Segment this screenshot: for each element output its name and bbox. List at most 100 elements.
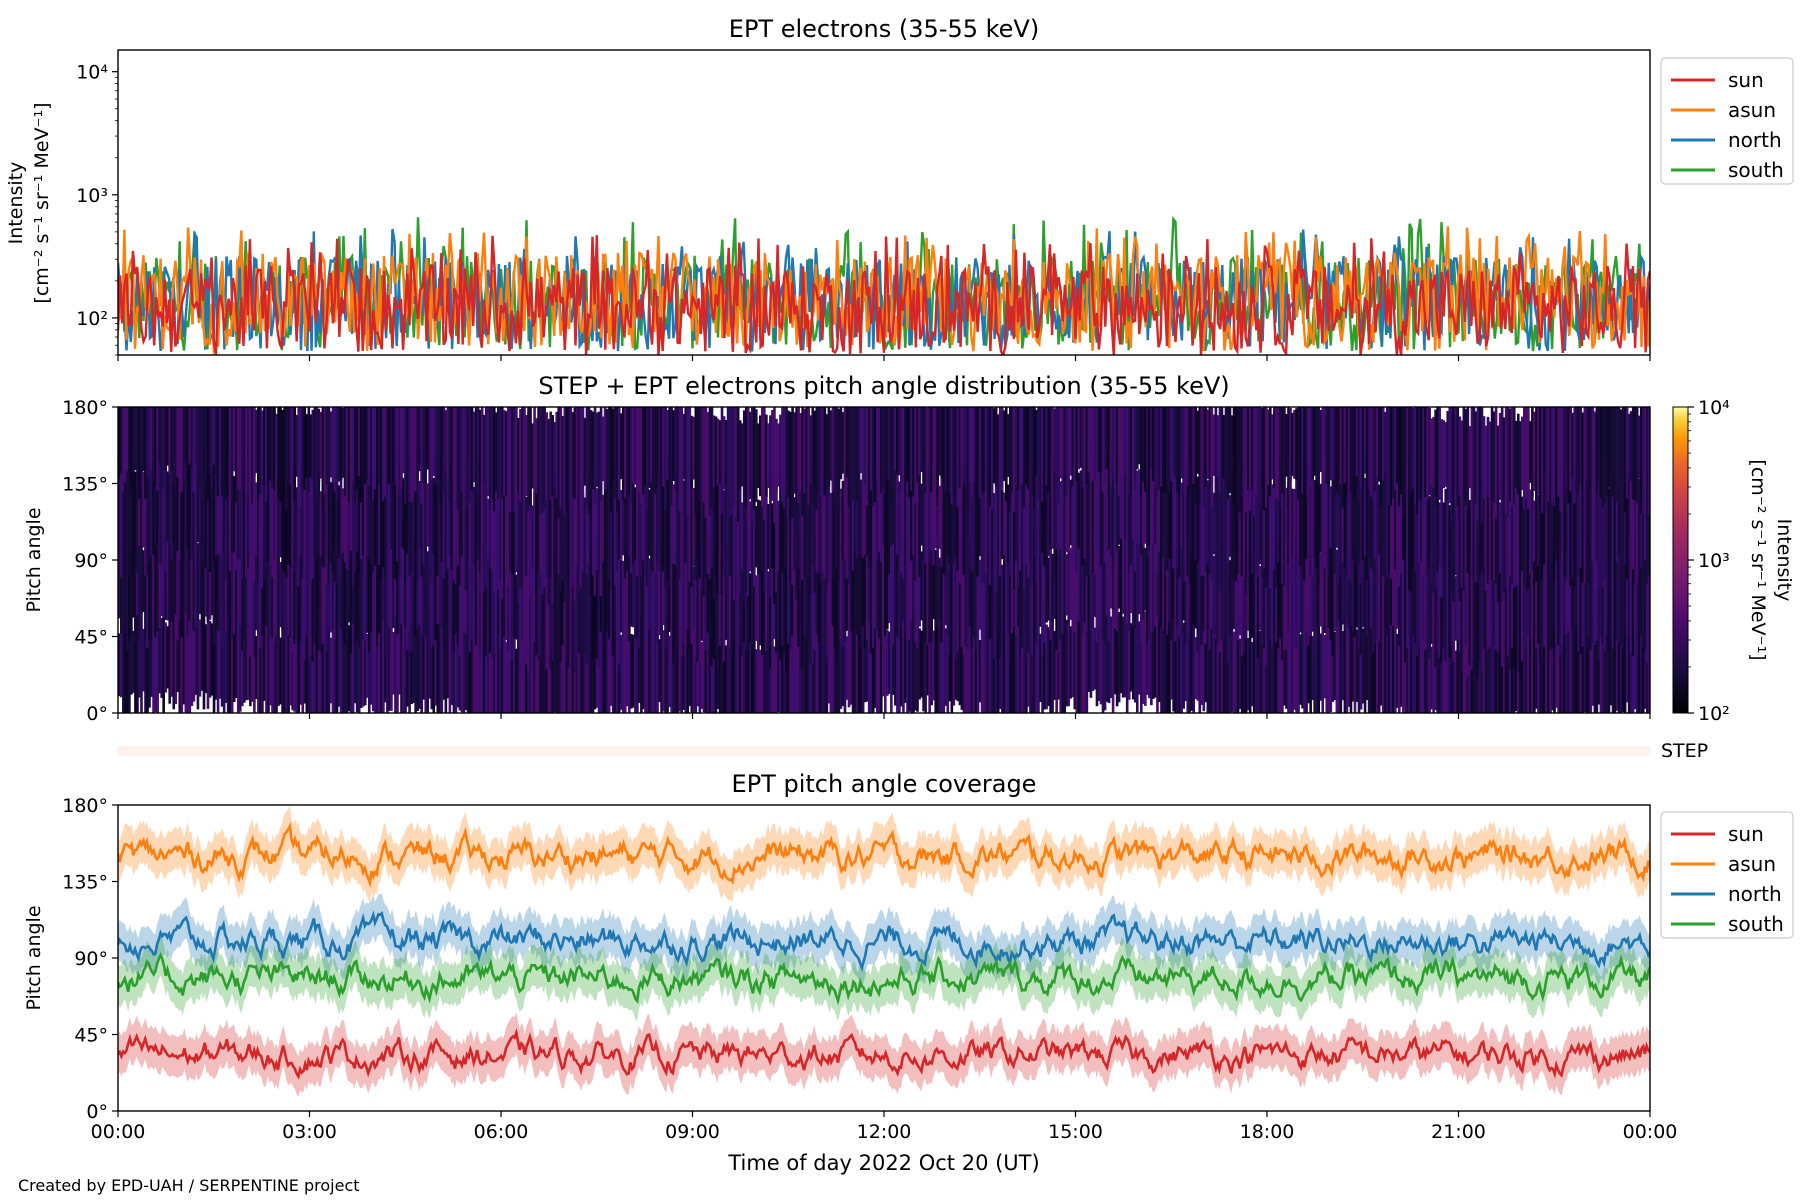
pad-cell bbox=[196, 407, 200, 482]
pad-cell bbox=[761, 501, 764, 572]
pad-cell bbox=[565, 407, 569, 512]
pad-cell bbox=[1158, 469, 1161, 552]
pad-cell bbox=[448, 602, 452, 713]
pad-cell bbox=[1643, 493, 1647, 561]
pad-cell bbox=[1023, 455, 1026, 590]
pad-cell bbox=[1131, 615, 1135, 700]
pad-cell bbox=[688, 470, 692, 583]
pad-cell bbox=[1345, 602, 1349, 713]
pad-cell bbox=[194, 441, 198, 572]
pad-cell bbox=[359, 532, 363, 646]
pad-cell bbox=[1490, 569, 1494, 651]
pad-cell bbox=[1232, 631, 1236, 713]
pad-cell bbox=[1234, 407, 1238, 516]
pad-cell bbox=[1031, 407, 1034, 494]
pad-cell bbox=[577, 618, 581, 713]
pad-cell bbox=[1341, 551, 1345, 625]
pad-cell bbox=[271, 549, 274, 638]
pad-cell bbox=[676, 407, 679, 498]
pad-cell bbox=[761, 407, 764, 507]
pad-cell bbox=[1240, 630, 1244, 713]
pad-cell bbox=[944, 554, 948, 626]
pad-cell bbox=[1333, 459, 1337, 574]
pad-cell bbox=[190, 453, 194, 559]
pad-cell bbox=[1631, 480, 1635, 570]
pad-cell bbox=[216, 532, 220, 631]
pad-cell bbox=[775, 561, 778, 653]
pad-cell bbox=[1039, 633, 1042, 702]
pad-cell bbox=[440, 614, 444, 713]
pad-cell bbox=[968, 560, 972, 627]
pad-cell bbox=[519, 541, 522, 674]
pad-cell bbox=[1113, 526, 1117, 629]
pad-cell bbox=[1212, 414, 1216, 476]
pad-cell bbox=[998, 407, 1002, 500]
pad-cell bbox=[194, 529, 198, 627]
pad-cell bbox=[376, 526, 379, 647]
pad-cell bbox=[414, 475, 417, 552]
pad-cell bbox=[1452, 628, 1456, 713]
pad-cell bbox=[1327, 600, 1331, 713]
pad-cell bbox=[1474, 547, 1478, 674]
pad-cell bbox=[220, 518, 224, 647]
pad-cell bbox=[1164, 407, 1167, 494]
pad-cell bbox=[871, 523, 875, 648]
pad-cell bbox=[1113, 407, 1117, 490]
pad-cell bbox=[283, 551, 286, 639]
pad-cell bbox=[1283, 462, 1286, 586]
pad-cell bbox=[166, 534, 169, 621]
pad-cell bbox=[748, 501, 752, 572]
pad-cell bbox=[1571, 412, 1574, 478]
pad-cell bbox=[674, 483, 677, 566]
pad-cell bbox=[1408, 558, 1411, 637]
pad-cell bbox=[1398, 543, 1401, 647]
pad-cell bbox=[1462, 407, 1466, 521]
pad-cell bbox=[222, 468, 226, 555]
pad-cell bbox=[1500, 550, 1504, 667]
pad-cell bbox=[714, 551, 718, 655]
pad-cell bbox=[769, 415, 772, 496]
pad-cell bbox=[1561, 407, 1564, 507]
pad-cell bbox=[861, 616, 865, 713]
y-tick-label: 10⁴ bbox=[76, 62, 108, 84]
pad-cell bbox=[829, 492, 833, 555]
pad-cell bbox=[835, 529, 839, 658]
pad-cell bbox=[374, 407, 377, 490]
pad-cell bbox=[494, 412, 498, 492]
pad-cell bbox=[1396, 633, 1399, 708]
pad-cell bbox=[307, 608, 311, 713]
pad-cell bbox=[837, 561, 841, 625]
pad-cell bbox=[1369, 550, 1373, 629]
pad-cell bbox=[1097, 407, 1101, 472]
pad-cell bbox=[1210, 465, 1214, 582]
pad-cell bbox=[1075, 450, 1079, 573]
pad-cell bbox=[1341, 407, 1345, 508]
pad-cell bbox=[1129, 407, 1133, 497]
pad-cell bbox=[178, 450, 182, 561]
pad-cell bbox=[990, 477, 994, 571]
pad-cell bbox=[247, 465, 250, 569]
pad-cell bbox=[821, 606, 825, 713]
pad-cell bbox=[1365, 407, 1369, 490]
pad-cell bbox=[277, 407, 280, 499]
pad-cell bbox=[126, 519, 129, 651]
pad-cell bbox=[182, 449, 186, 562]
pad-cell bbox=[420, 537, 423, 634]
pad-cell bbox=[1446, 491, 1450, 580]
pad-cell bbox=[1559, 540, 1562, 654]
pad-cell bbox=[912, 407, 915, 497]
pad-cell bbox=[392, 632, 395, 695]
pad-cell bbox=[1071, 626, 1075, 698]
pad-cell bbox=[966, 407, 970, 509]
pad-cell bbox=[603, 468, 607, 587]
pad-cell bbox=[956, 531, 960, 653]
pad-cell bbox=[353, 535, 357, 645]
pad-cell bbox=[1575, 616, 1579, 713]
pad-cell bbox=[1172, 552, 1175, 619]
pad-cell bbox=[1043, 407, 1046, 496]
pad-cell bbox=[1355, 548, 1359, 628]
pad-cell bbox=[1635, 629, 1639, 713]
pad-cell bbox=[761, 617, 764, 713]
pad-cell bbox=[301, 606, 305, 713]
pad-cell bbox=[712, 545, 716, 660]
